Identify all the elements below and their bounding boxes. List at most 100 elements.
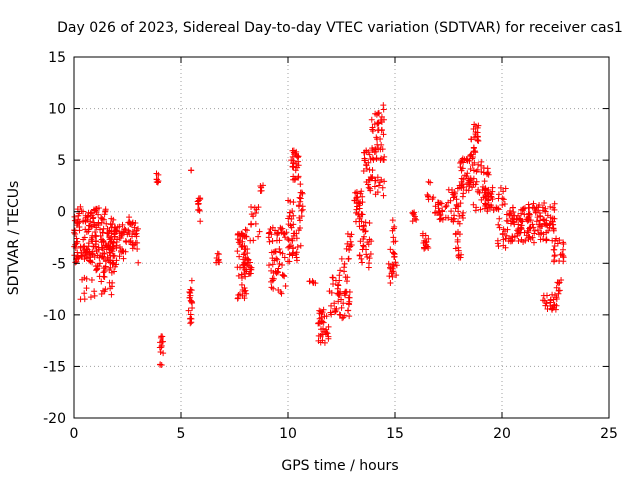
data-point (380, 102, 387, 109)
data-point (346, 246, 353, 253)
data-point (90, 214, 97, 221)
data-point (196, 206, 203, 213)
data-point (475, 186, 482, 193)
data-point (488, 194, 495, 201)
data-point (290, 249, 297, 256)
data-point (326, 288, 333, 295)
data-point (468, 136, 475, 143)
data-point (282, 282, 289, 289)
data-point (521, 211, 528, 218)
data-point (104, 225, 111, 232)
data-point (293, 230, 300, 237)
data-point (276, 237, 283, 244)
data-point (348, 231, 355, 238)
data-point (299, 206, 306, 213)
data-point (276, 245, 283, 252)
data-point (278, 290, 285, 297)
data-point (289, 153, 296, 160)
data-point (359, 246, 366, 253)
data-point (375, 109, 382, 116)
data-point (236, 237, 243, 244)
data-point (134, 246, 141, 253)
data-point (539, 204, 546, 211)
data-point (532, 209, 539, 216)
data-point (484, 165, 491, 172)
data-point (484, 190, 491, 197)
data-point (554, 240, 561, 247)
data-point (500, 236, 507, 243)
data-point (344, 230, 351, 237)
data-point (357, 238, 364, 245)
data-point (72, 231, 79, 238)
data-point (392, 238, 399, 245)
data-point (540, 216, 547, 223)
data-point (195, 201, 202, 208)
data-point (107, 239, 114, 246)
data-point (506, 210, 513, 217)
data-point (276, 260, 283, 267)
data-point (92, 232, 99, 239)
data-point (518, 206, 525, 213)
data-point (279, 262, 286, 269)
data-point (316, 315, 323, 322)
data-point (497, 184, 504, 191)
data-point (530, 200, 537, 207)
x-tick-label: 10 (279, 426, 297, 442)
data-point (482, 200, 489, 207)
data-point (197, 218, 204, 225)
data-point (465, 187, 472, 194)
data-point (289, 208, 296, 215)
data-point (238, 271, 245, 278)
data-point (159, 338, 166, 345)
data-point (500, 188, 507, 195)
data-point (455, 208, 462, 215)
data-point (292, 150, 299, 157)
ticks-layer: 0 5 10 15 20 25 -20 -15 -10 -5 0 5 10 15 (43, 50, 618, 442)
data-point (347, 243, 354, 250)
data-point (448, 216, 455, 223)
data-point (267, 226, 274, 233)
data-point (369, 126, 376, 133)
data-point (361, 149, 368, 156)
data-point (80, 236, 87, 243)
data-point (514, 232, 521, 239)
data-point (266, 238, 273, 245)
data-point (366, 255, 373, 262)
y-tick-label: 10 (48, 102, 66, 118)
data-point (524, 218, 531, 225)
data-point (556, 258, 563, 265)
x-tick-label: 20 (493, 426, 511, 442)
data-point (466, 183, 473, 190)
data-point (240, 251, 247, 258)
data-point (297, 181, 304, 188)
data-point (112, 224, 119, 231)
x-tick-label: 5 (177, 426, 186, 442)
data-point (463, 173, 470, 180)
data-point (84, 216, 91, 223)
data-point (509, 216, 516, 223)
data-point (387, 280, 394, 287)
data-point (98, 236, 105, 243)
x-tick-label: 15 (386, 426, 404, 442)
data-point (448, 208, 455, 215)
data-point (360, 168, 367, 175)
y-axis-label: SDTVAR / TECUs (6, 181, 22, 296)
data-point (158, 361, 165, 368)
data-point (238, 244, 245, 251)
data-point (542, 205, 549, 212)
data-point (245, 271, 252, 277)
data-point (160, 350, 167, 357)
data-point (457, 200, 464, 207)
data-point (365, 184, 372, 191)
data-point (159, 333, 166, 340)
data-point (475, 137, 482, 144)
data-point (452, 231, 459, 238)
data-point (256, 228, 263, 235)
data-point (359, 259, 366, 266)
data-point (110, 259, 117, 266)
data-point (245, 257, 252, 264)
data-point (101, 268, 108, 275)
data-point (323, 326, 330, 333)
data-point (499, 231, 506, 238)
data-point (108, 291, 115, 298)
